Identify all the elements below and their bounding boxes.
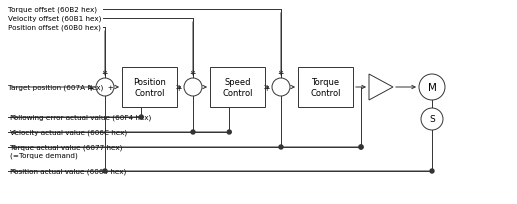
Bar <box>122 68 177 108</box>
Text: Following error actual value (60F4 hex): Following error actual value (60F4 hex) <box>10 114 151 121</box>
Circle shape <box>184 79 202 96</box>
Text: +: + <box>277 69 283 78</box>
Text: +: + <box>101 69 107 78</box>
Circle shape <box>359 145 363 149</box>
Circle shape <box>421 109 443 130</box>
Text: Torque actual value (6077 hex): Torque actual value (6077 hex) <box>10 144 123 151</box>
Circle shape <box>96 79 114 96</box>
Circle shape <box>139 115 143 119</box>
Circle shape <box>227 130 231 134</box>
Text: +: + <box>189 69 195 78</box>
Circle shape <box>419 75 445 101</box>
Text: +: + <box>87 84 94 93</box>
Text: Position offset (60B0 hex): Position offset (60B0 hex) <box>8 25 101 31</box>
Text: Target position (607A hex)  +: Target position (607A hex) + <box>8 84 114 91</box>
Text: Position actual value (6064 hex): Position actual value (6064 hex) <box>10 168 126 174</box>
Circle shape <box>359 145 363 149</box>
Text: +: + <box>176 84 182 93</box>
Text: S: S <box>429 115 435 124</box>
Text: Velocity actual value (606C hex): Velocity actual value (606C hex) <box>10 129 127 136</box>
Circle shape <box>279 145 283 149</box>
Text: Speed
Control: Speed Control <box>222 78 253 97</box>
Text: Velocity offset (60B1 hex): Velocity offset (60B1 hex) <box>8 16 101 22</box>
Text: (=Torque demand): (=Torque demand) <box>10 152 78 159</box>
Circle shape <box>191 130 195 134</box>
Bar <box>298 68 353 108</box>
Text: Torque
Control: Torque Control <box>310 78 341 97</box>
Text: Torque offset (60B2 hex): Torque offset (60B2 hex) <box>8 7 97 13</box>
Text: +: + <box>264 84 270 93</box>
Circle shape <box>430 169 434 173</box>
Circle shape <box>272 79 290 96</box>
Text: Position
Control: Position Control <box>133 78 166 97</box>
Circle shape <box>103 169 107 173</box>
Text: M: M <box>428 83 436 93</box>
Bar <box>210 68 265 108</box>
Polygon shape <box>369 75 393 101</box>
